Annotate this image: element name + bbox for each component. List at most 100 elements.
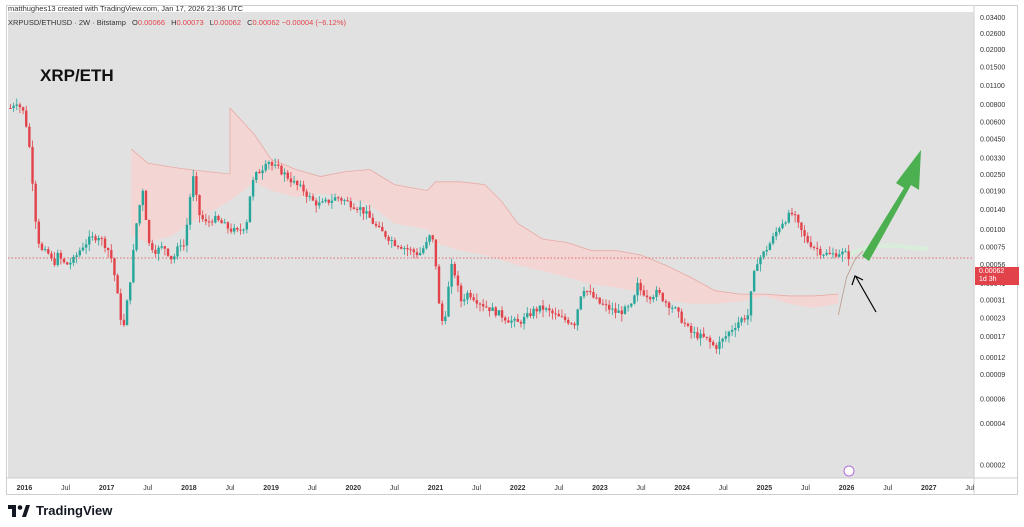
candle-body	[21, 107, 25, 111]
candle-body	[790, 212, 794, 215]
candle-body	[519, 321, 523, 324]
candle-body	[245, 222, 249, 230]
candle-body	[541, 305, 545, 310]
candle-body	[592, 292, 595, 298]
candle-body	[617, 310, 620, 313]
candle-body	[529, 313, 532, 317]
candle-body	[154, 249, 157, 254]
candle-body	[122, 319, 126, 326]
candle-body	[368, 211, 371, 218]
candle-body	[132, 249, 135, 283]
candle-body	[251, 180, 255, 197]
candle-body	[510, 320, 513, 323]
candle-body	[305, 191, 308, 197]
low-label: L	[209, 18, 214, 27]
candle-body	[595, 297, 598, 299]
y-tick-label: 0.00190	[980, 189, 1005, 196]
y-tick-label: 0.01500	[980, 64, 1005, 71]
candle-body	[579, 296, 583, 310]
candle-body	[834, 253, 838, 257]
candle-body	[598, 297, 601, 304]
candle-body	[210, 221, 214, 223]
candle-body	[12, 105, 15, 109]
candle-body	[308, 196, 312, 198]
tradingview-brand[interactable]: TradingView	[8, 503, 112, 518]
candle-body	[522, 317, 526, 324]
candle-body	[740, 318, 743, 323]
x-tick-label: Jul	[225, 485, 234, 492]
candle-body	[387, 236, 390, 241]
x-tick-label: 2027	[921, 485, 937, 492]
candle-body	[264, 163, 267, 171]
candle-body	[607, 304, 611, 310]
candle-body	[352, 207, 356, 209]
candle-body	[9, 108, 12, 110]
candle-body	[434, 239, 438, 267]
candle-body	[661, 292, 664, 302]
candle-body	[78, 250, 81, 256]
candle-body	[737, 322, 740, 329]
candle-body	[630, 303, 633, 307]
candle-body	[680, 311, 683, 323]
candle-body	[214, 215, 217, 223]
candle-body	[440, 303, 444, 322]
candle-body	[585, 290, 589, 292]
candle-body	[110, 250, 113, 259]
candle-body	[236, 227, 239, 230]
candle-body	[324, 199, 327, 202]
candle-body	[787, 212, 791, 223]
candle-body	[696, 332, 699, 339]
candle-body	[428, 235, 431, 242]
y-tick-label: 0.02600	[980, 31, 1005, 38]
candle-body	[138, 205, 141, 224]
candle-body	[173, 256, 176, 260]
y-tick-label: 0.00031	[980, 298, 1005, 305]
candle-body	[371, 217, 375, 224]
candle-body	[34, 183, 37, 222]
candle-body	[538, 305, 542, 312]
candle-body	[686, 323, 690, 326]
candle-body	[648, 297, 652, 300]
candle-body	[620, 310, 624, 315]
candle-body	[381, 226, 384, 232]
candle-body	[160, 246, 163, 248]
candle-body	[778, 228, 781, 232]
candle-body	[37, 221, 41, 244]
candle-body	[831, 253, 835, 255]
candle-body	[261, 170, 264, 174]
x-tick-label: 2023	[592, 485, 608, 492]
candle-body	[570, 323, 573, 325]
candle-body	[220, 220, 223, 224]
y-tick-label: 0.00012	[980, 355, 1005, 362]
candle-body	[390, 240, 393, 242]
candle-body	[333, 197, 337, 201]
current-price-value: 0.00062	[979, 268, 1005, 275]
candle-body	[645, 295, 649, 298]
high-value: 0.00073	[176, 18, 204, 27]
candle-body	[752, 270, 756, 292]
candle-body	[100, 238, 104, 240]
y-tick-label: 0.00250	[980, 172, 1005, 179]
candle-body	[812, 246, 816, 248]
candle-body	[838, 254, 841, 257]
candle-body	[255, 171, 258, 181]
candle-body	[318, 202, 321, 206]
event-marker-icon[interactable]	[843, 465, 855, 477]
candle-body	[453, 263, 456, 276]
candle-body	[765, 250, 768, 252]
candle-body	[43, 249, 47, 251]
candle-body	[346, 200, 349, 202]
candle-body	[677, 307, 680, 312]
y-tick-label: 0.00450	[980, 137, 1005, 144]
candle-body	[497, 310, 501, 316]
candle-body	[314, 200, 318, 206]
black-arrow-shaft	[855, 276, 877, 313]
candle-body	[844, 251, 847, 253]
y-tick-label: 0.00330	[980, 155, 1005, 162]
candle-body	[847, 251, 850, 260]
x-tick-label: Jul	[883, 485, 892, 492]
x-tick-label: 2020	[346, 485, 362, 492]
candle-body	[340, 198, 343, 201]
candle-body	[374, 223, 378, 226]
